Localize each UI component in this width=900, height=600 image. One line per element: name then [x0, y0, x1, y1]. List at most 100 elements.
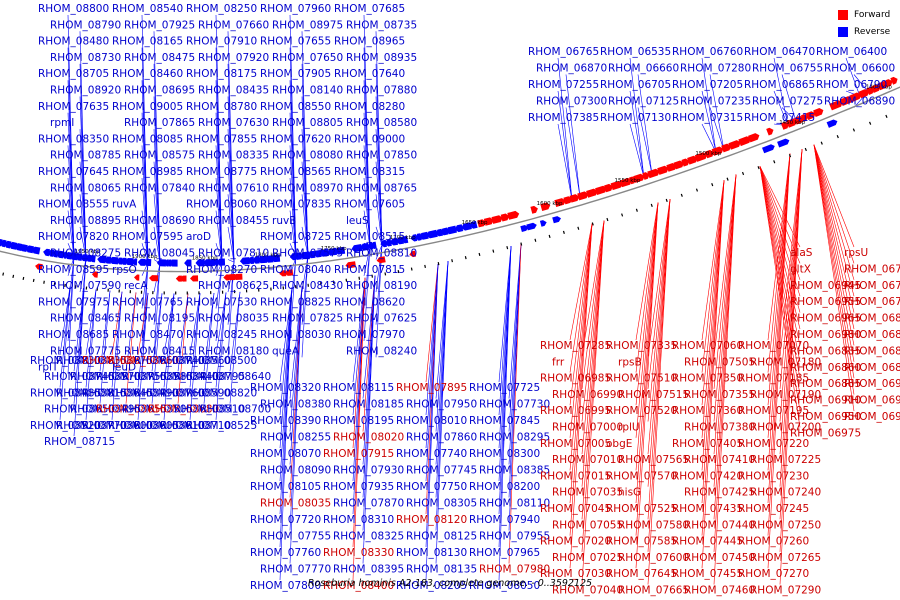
gene-label: RHOM_08480	[38, 36, 109, 48]
position-tick	[384, 272, 387, 276]
gene-label: RHOM_08200	[469, 481, 540, 493]
gene-label: RHOM_07740	[396, 448, 467, 460]
gene-label: RHOM_08505	[122, 404, 193, 416]
reverse-gene-arrow	[339, 246, 346, 254]
gene-label: RHOM_08725	[260, 231, 331, 243]
kbp-tick-label: 1600 kbp	[537, 201, 563, 207]
kbp-tick-label: 1550 kbp	[615, 178, 641, 184]
leader-line	[709, 107, 725, 151]
leader-line	[701, 180, 725, 406]
reverse-gene-arrow	[109, 256, 119, 265]
gene-label: RHOM_07880	[346, 85, 417, 97]
reverse-gene-arrow	[35, 263, 43, 271]
gene-label: RHOM_08065	[50, 182, 121, 194]
gene-label: RHOM_08550	[260, 101, 331, 113]
leader-line	[581, 220, 605, 585]
gene-label: RHOM_07270	[738, 568, 809, 580]
forward-gene-arrow	[780, 121, 789, 130]
leader-line	[779, 149, 803, 422]
gene-label: RHOM_09005	[112, 101, 183, 113]
gene-label: RHOM_07850	[346, 150, 417, 162]
gene-label: RHOM_07435	[672, 503, 743, 515]
gene-label: RHOM_07420	[672, 470, 743, 482]
leader-line	[227, 262, 235, 325]
leader-line	[701, 180, 725, 569]
leader-line	[227, 259, 235, 263]
forward-gene-arrow	[673, 160, 684, 170]
gene-label: RHOM_08325	[333, 531, 404, 543]
leader-line	[637, 74, 653, 175]
gene-label: RHOM_07450	[684, 552, 755, 564]
gene-label: RHOM_07745	[406, 465, 477, 477]
reverse-gene-arrow	[330, 247, 338, 256]
gene-label: RHOM_08555	[38, 199, 109, 211]
gene-label: RHOM_07510	[606, 373, 677, 385]
gene-label: RHOM_08765	[346, 182, 417, 194]
gene-label: RHOM_08525	[186, 420, 257, 432]
leader-line	[767, 153, 791, 406]
leader-line	[153, 194, 161, 264]
leader-line	[189, 293, 201, 356]
gene-label: RHOM_08785	[50, 150, 121, 162]
reverse-gene-arrow	[131, 258, 138, 266]
forward-gene-arrow	[877, 80, 889, 91]
gene-label: RHOM_07245	[738, 503, 809, 515]
gene-label: RHOM_07620	[260, 133, 331, 145]
leader-line	[189, 293, 201, 420]
gene-label: RHOM_07645	[38, 166, 109, 178]
gene-label: RHOM_07650	[272, 52, 343, 64]
reverse-gene-arrow	[326, 248, 333, 256]
leader-line	[59, 286, 71, 388]
leader-line	[498, 246, 512, 581]
leader-line	[635, 202, 659, 373]
gene-label: RHOM_08195	[124, 313, 195, 325]
legend-item-forward: Forward	[838, 6, 890, 23]
position-tick	[2, 272, 5, 276]
gene-label: RHOM_07275	[752, 96, 823, 108]
leader-line	[289, 286, 303, 399]
forward-gene-arrow	[786, 118, 797, 128]
leader-line	[701, 180, 725, 438]
gene-label: RHOM_09000	[334, 133, 405, 145]
forward-gene-arrow	[890, 76, 898, 85]
gene-label: RHOM_07235	[680, 96, 751, 108]
gene-label: RHOM_07860	[406, 432, 477, 444]
gene-label: RHOM_08705	[38, 68, 109, 80]
leader-line	[79, 194, 87, 259]
leader-line	[635, 202, 659, 569]
forward-gene-arrow	[569, 194, 580, 203]
gene-label: RHOM_08500	[186, 355, 257, 367]
gene-label: RHOM_08715	[44, 436, 115, 448]
leader-line	[363, 145, 371, 247]
leader-line	[215, 292, 227, 356]
reverse-gene-arrow	[271, 254, 281, 263]
leader-line	[425, 264, 439, 449]
leader-line	[581, 220, 605, 520]
gene-label: RHOM_08305	[406, 498, 477, 510]
leader-line	[203, 292, 215, 404]
gene-label: RHOM_08895	[50, 215, 121, 227]
leader-line	[508, 243, 522, 399]
gene-label: RHOM_06755	[752, 63, 823, 75]
reverse-gene-arrow	[179, 275, 187, 282]
gene-label: RHOM_07415	[744, 112, 815, 124]
forward-gene-arrow	[738, 136, 751, 147]
gene-label: RHOM_07505	[684, 356, 755, 368]
gene-label: RHOM_08460	[112, 68, 183, 80]
gene-label: RHOM_07520	[606, 405, 677, 417]
gene-label: RHOM_08430	[272, 280, 343, 292]
reverse-gene-arrow	[137, 258, 146, 266]
reverse-gene-arrow	[419, 231, 429, 240]
forward-gene-arrow	[813, 108, 824, 117]
leader-line	[569, 223, 593, 504]
kbp-tick-label: 1800 kbp	[255, 253, 281, 259]
leader-line	[141, 145, 149, 263]
leader-line	[813, 144, 855, 313]
reverse-gene-arrow	[116, 257, 123, 265]
gene-label: RHOM_07585	[606, 536, 677, 548]
gene-label: RHOM_07980	[479, 564, 550, 576]
reverse-gene-arrow	[85, 254, 92, 262]
reverse-gene-arrow	[124, 258, 134, 266]
position-tick	[506, 246, 509, 250]
gene-label: hisG	[618, 487, 641, 499]
